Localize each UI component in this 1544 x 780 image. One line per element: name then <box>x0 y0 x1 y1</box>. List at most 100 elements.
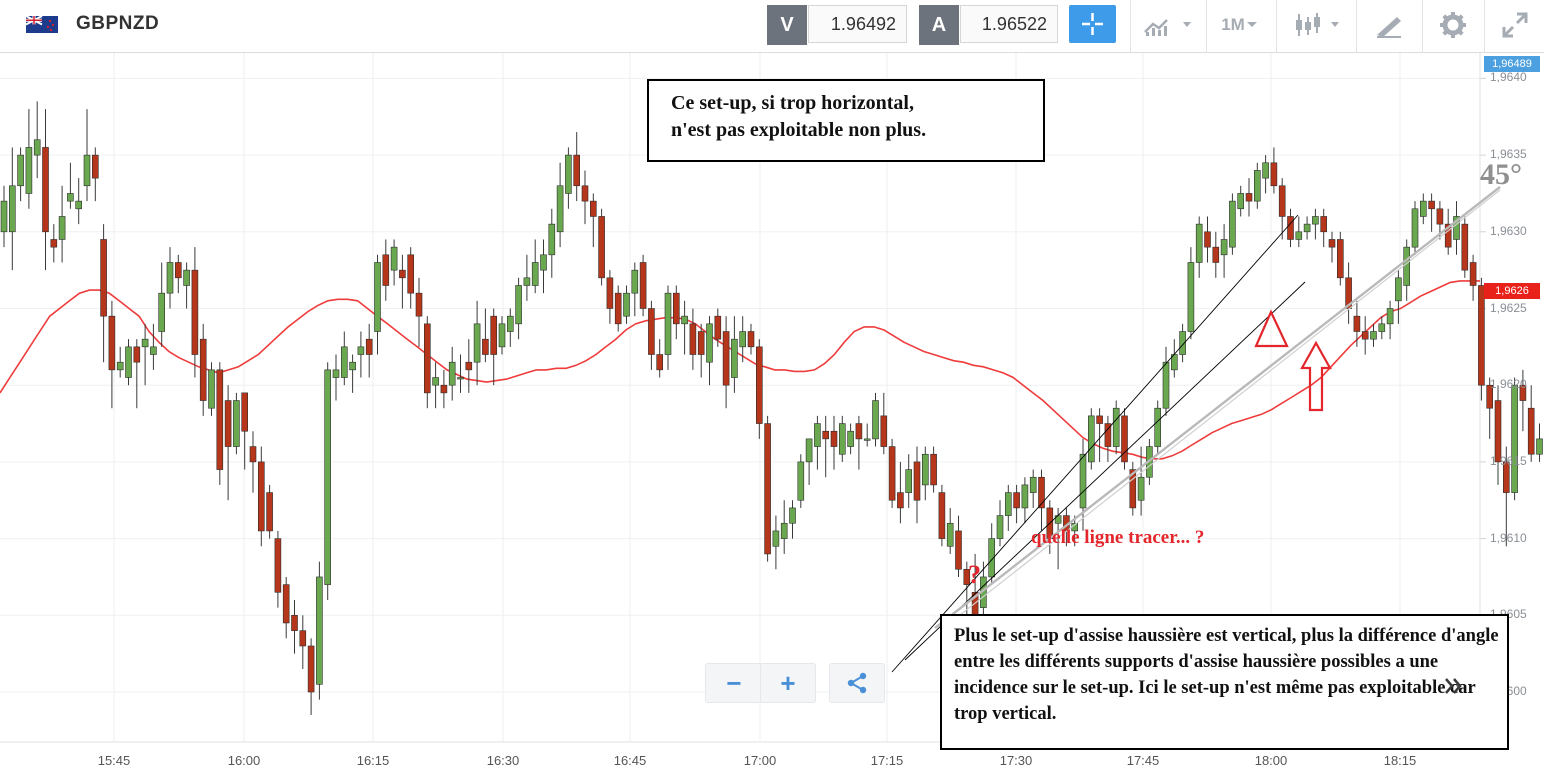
price-chart[interactable] <box>0 53 1544 780</box>
draw-button[interactable] <box>1364 5 1414 45</box>
candle <box>1411 201 1419 255</box>
candle <box>133 339 141 409</box>
candle-body <box>1461 223 1469 271</box>
share-button[interactable] <box>829 663 885 703</box>
candle-body <box>664 292 672 355</box>
candle-body <box>1220 239 1228 256</box>
candle <box>216 362 224 485</box>
candle-body <box>1420 200 1427 217</box>
candle-body <box>133 346 141 363</box>
candle <box>1171 339 1178 378</box>
candle <box>482 308 489 363</box>
candle <box>880 392 888 455</box>
candle-body <box>0 200 8 233</box>
buy-price[interactable]: 1.96522 <box>960 5 1058 43</box>
expand-button[interactable] <box>1490 5 1540 45</box>
candle <box>689 308 697 370</box>
x-tick-label: 16:30 <box>486 753 520 768</box>
timeframe-button[interactable]: 1M <box>1212 5 1268 45</box>
buy-label[interactable]: A <box>919 5 959 45</box>
candle <box>316 561 323 700</box>
candle <box>1403 239 1410 301</box>
annotation-line: Ce set-up, si trop horizontal, <box>671 92 914 114</box>
settings-button[interactable] <box>1430 5 1476 45</box>
draw-icon <box>1377 17 1401 38</box>
zoom-out-button[interactable]: − <box>705 663 763 703</box>
candle <box>17 147 24 202</box>
candle <box>382 239 390 301</box>
candle <box>589 193 597 248</box>
candle <box>1038 469 1045 531</box>
candle <box>357 331 365 378</box>
candle <box>631 262 639 317</box>
candle-body <box>166 262 174 294</box>
candle-body <box>1303 223 1311 233</box>
candle-body <box>282 584 290 624</box>
candle <box>191 247 199 378</box>
candle-body <box>722 331 730 386</box>
candle <box>1444 208 1452 255</box>
candle <box>199 323 207 416</box>
candle <box>1262 155 1269 194</box>
candle <box>42 109 49 271</box>
candle <box>340 331 348 386</box>
instrument-symbol[interactable]: GBPNZD <box>76 13 160 34</box>
candle-body <box>1428 200 1435 210</box>
candle <box>175 254 182 294</box>
candle <box>1162 346 1170 416</box>
candle-body <box>307 645 315 693</box>
candle <box>1212 231 1220 278</box>
chart-type-button[interactable] <box>1138 5 1198 45</box>
crosshair-button[interactable] <box>1069 5 1116 43</box>
candle-body <box>374 262 381 332</box>
zoom-in-button[interactable]: + <box>760 663 816 703</box>
candle <box>1179 323 1186 363</box>
candle <box>614 285 622 332</box>
double-chevron-right-icon[interactable] <box>1443 676 1465 696</box>
candle-body <box>473 323 481 363</box>
candle <box>1154 400 1161 455</box>
candle <box>656 339 664 378</box>
candle <box>440 369 448 409</box>
candles-button[interactable] <box>1284 5 1348 45</box>
candle-body <box>1478 285 1485 386</box>
candle <box>1079 438 1087 531</box>
up-arrow-marker <box>1300 340 1332 412</box>
trend-line-45deg-2 <box>959 189 1501 616</box>
candle-body <box>1187 262 1195 332</box>
candle-body <box>1237 193 1244 210</box>
candle-body <box>639 262 647 309</box>
x-tick-label: 18:00 <box>1254 753 1288 768</box>
candle-body <box>1370 331 1377 340</box>
candle <box>606 270 614 324</box>
bid-price-tag: 1,96489 <box>1484 56 1540 72</box>
candle-body <box>606 277 614 309</box>
sell-label[interactable]: V <box>767 5 807 45</box>
candle-body <box>614 292 622 325</box>
candle-body <box>183 269 190 286</box>
candle <box>1519 369 1527 432</box>
ma-path <box>0 280 1480 460</box>
sell-price[interactable]: 1.96492 <box>808 5 907 43</box>
annotation-line: n'est pas exploitable non plus. <box>671 119 927 141</box>
candle <box>33 101 41 179</box>
candle <box>208 362 215 416</box>
candle-body <box>224 400 232 447</box>
candle-body <box>780 522 788 539</box>
candle <box>805 438 813 485</box>
candle <box>324 362 332 600</box>
candle-body <box>415 292 423 317</box>
candle <box>764 415 771 562</box>
candle-body <box>365 338 373 355</box>
candle-body <box>1021 484 1029 509</box>
candle <box>1104 415 1112 462</box>
candle <box>100 224 107 363</box>
candles-layer <box>0 101 1543 716</box>
candle <box>996 500 1004 547</box>
candle-body <box>1262 162 1269 179</box>
candle <box>1469 254 1477 301</box>
y-tick-label: 1,9630 <box>1490 223 1527 238</box>
candle-body <box>108 315 116 371</box>
x-tick-label: 17:00 <box>743 753 777 768</box>
candle <box>664 285 672 370</box>
